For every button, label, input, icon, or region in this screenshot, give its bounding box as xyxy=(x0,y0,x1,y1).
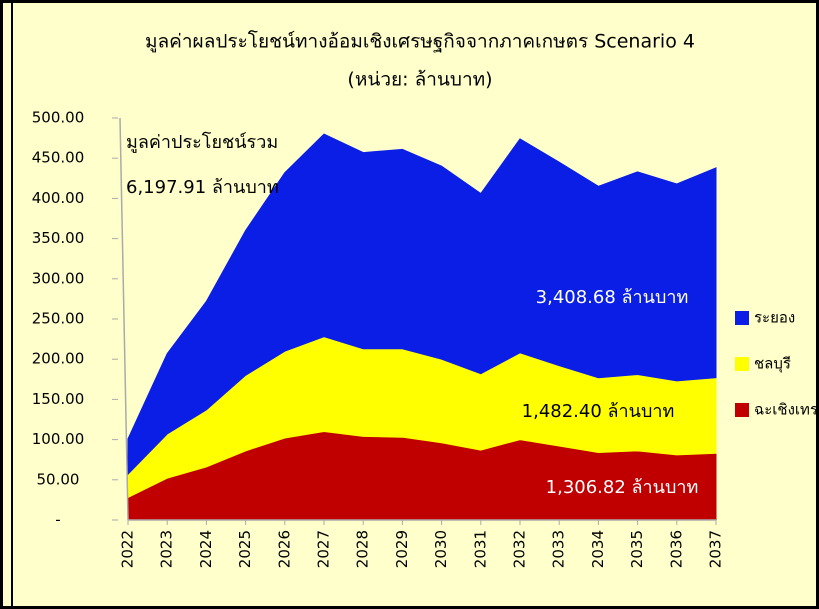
x-tick-label: 2037 xyxy=(707,530,725,568)
x-tick-label: 2034 xyxy=(589,530,607,568)
legend-swatch xyxy=(735,311,749,325)
y-tick-label: 300.00 xyxy=(32,269,85,287)
x-tick-label: 2025 xyxy=(236,530,254,568)
y-tick-label: 100.00 xyxy=(32,430,85,448)
x-tick-label: 2027 xyxy=(315,530,333,568)
x-tick-label: 2030 xyxy=(432,530,450,568)
x-tick-label: 2031 xyxy=(471,530,489,568)
area xyxy=(127,133,717,476)
legend-swatch xyxy=(735,357,749,371)
x-tick-label: 2033 xyxy=(550,530,568,568)
chart-subtitle: (หน่วย: ล้านบาท) xyxy=(347,69,492,91)
y-tick-label: 200.00 xyxy=(32,350,85,368)
annotation: มูลค่าประโยชน์รวม xyxy=(126,131,278,153)
y-tick-label: 500.00 xyxy=(32,109,85,127)
y-tick-label: 150.00 xyxy=(32,390,85,408)
x-tick-label: 2028 xyxy=(354,530,372,568)
x-tick-label: 2022 xyxy=(119,530,137,568)
x-tick-label: 2036 xyxy=(667,530,685,568)
annotation: 6,197.91 ล้านบาท xyxy=(126,177,279,198)
plot xyxy=(127,133,717,521)
x-tick-label: 2026 xyxy=(275,530,293,568)
y-tick-label: 400.00 xyxy=(32,189,85,207)
legend-label: ระยอง xyxy=(754,309,795,327)
legend-swatch xyxy=(735,403,749,417)
y-tick-label: 250.00 xyxy=(32,310,85,328)
y-tick-label: 450.00 xyxy=(32,149,85,167)
x-tick-label: 2023 xyxy=(158,530,176,568)
chart-title: มูลค่าผลประโยชน์ทางอ้อมเชิงเศรษฐกิจจากภา… xyxy=(145,30,695,53)
y-axis xyxy=(119,117,129,521)
x-tick-label: 2024 xyxy=(197,530,215,568)
legend-label: ฉะเชิงเทรา xyxy=(754,401,819,419)
x-tick-label: 2029 xyxy=(393,530,411,568)
annotation: 1,306.82 ล้านบาท xyxy=(546,477,699,498)
legend-label: ชลบุรี xyxy=(754,355,791,374)
annotation: 3,408.68 ล้านบาท xyxy=(536,287,689,308)
y-tick-label: 50.00 xyxy=(37,470,80,488)
y-tick-label: 350.00 xyxy=(32,229,85,247)
annotation: 1,482.40 ล้านบาท xyxy=(522,401,675,422)
x-tick-label: 2035 xyxy=(628,530,646,568)
x-tick-label: 2032 xyxy=(511,530,529,568)
y-tick-label: - xyxy=(55,511,60,529)
